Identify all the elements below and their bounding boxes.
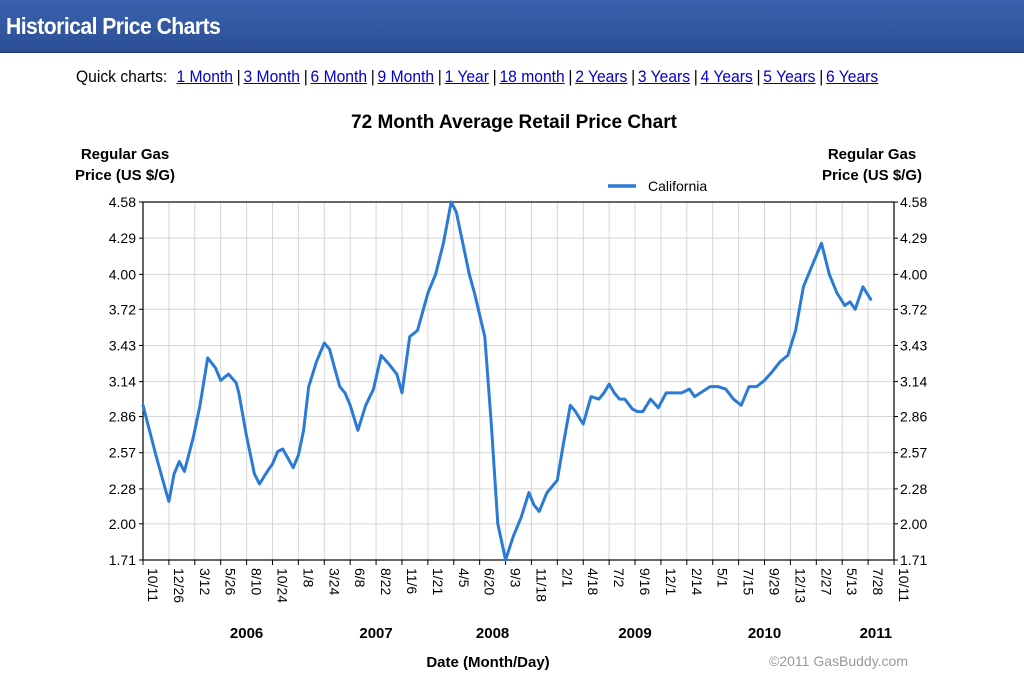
quick-charts-bar: Quick charts: 1 Month | 3 Month | 6 Month | 9 M… bbox=[76, 67, 878, 87]
y-tick-label-right: 3.72 bbox=[900, 301, 927, 317]
x-tick-label: 10/24 bbox=[274, 568, 290, 603]
x-tick-label: 1/8 bbox=[300, 568, 316, 588]
quick-link-1-year[interactable]: 1 Year bbox=[444, 67, 489, 86]
year-label: 2007 bbox=[359, 625, 392, 642]
y-tick-label-right: 3.14 bbox=[900, 374, 927, 390]
link-separator: | bbox=[236, 67, 241, 86]
y-tick-label-left: 4.00 bbox=[109, 266, 136, 282]
y-tick-label-left: 1.71 bbox=[109, 552, 136, 568]
quick-link-9-month[interactable]: 9 Month bbox=[377, 67, 435, 86]
y-tick-label-left: 2.00 bbox=[109, 516, 136, 532]
x-tick-label: 11/18 bbox=[533, 568, 549, 602]
year-label: 2009 bbox=[618, 625, 651, 642]
y-tick-label-right: 2.00 bbox=[900, 516, 927, 532]
x-tick-label: 6/8 bbox=[352, 568, 368, 588]
y-axis-title-left: Regular Gas bbox=[81, 146, 169, 163]
page-title: Historical Price Charts bbox=[6, 13, 221, 39]
quick-charts-label: Quick charts: bbox=[76, 67, 168, 86]
x-tick-label: 8/10 bbox=[249, 568, 265, 595]
y-axis-title-left: Price (US $/G) bbox=[75, 167, 175, 184]
quick-charts-links: 1 Month | 3 Month | 6 Month | 9 Month | 1 Year | 1… bbox=[176, 67, 878, 86]
x-tick-label: 2/14 bbox=[689, 568, 705, 595]
series-line-california bbox=[141, 200, 873, 562]
y-axis-title-right: Regular Gas bbox=[828, 146, 916, 163]
link-separator: | bbox=[568, 67, 573, 86]
link-separator: | bbox=[492, 67, 497, 86]
x-tick-label: 2/1 bbox=[559, 568, 575, 588]
quick-link-1-month[interactable]: 1 Month bbox=[176, 67, 233, 86]
x-tick-label: 3/12 bbox=[197, 568, 213, 595]
y-tick-label-left: 4.29 bbox=[109, 230, 136, 246]
x-tick-label: 9/16 bbox=[637, 568, 653, 595]
y-tick-label-left: 2.28 bbox=[109, 481, 136, 497]
y-axis-title-right: Price (US $/G) bbox=[822, 167, 922, 184]
x-tick-label: 9/3 bbox=[508, 568, 524, 588]
quick-link-3-years[interactable]: 3 Years bbox=[637, 67, 691, 86]
chart-title: 72 Month Average Retail Price Chart bbox=[351, 112, 678, 133]
page-header: Historical Price Charts bbox=[0, 0, 1024, 53]
y-tick-label-left: 3.72 bbox=[109, 301, 136, 317]
x-tick-label: 3/24 bbox=[326, 568, 342, 595]
x-tick-label: 5/26 bbox=[223, 568, 239, 595]
x-tick-label: 10/11 bbox=[896, 568, 912, 602]
quick-link-3-month[interactable]: 3 Month bbox=[243, 67, 301, 86]
link-separator: | bbox=[756, 67, 761, 86]
quick-link-6-years[interactable]: 6 Years bbox=[826, 67, 879, 86]
x-tick-label: 7/15 bbox=[741, 568, 757, 595]
x-tick-label: 7/28 bbox=[870, 568, 886, 595]
link-separator: | bbox=[693, 67, 698, 86]
quick-link-4-years[interactable]: 4 Years bbox=[700, 67, 753, 86]
x-tick-label: 1/21 bbox=[430, 568, 446, 595]
y-tick-label-right: 2.86 bbox=[900, 409, 927, 425]
x-tick-label: 10/11 bbox=[145, 568, 161, 602]
plot-frame bbox=[142, 201, 895, 561]
y-tick-label-right: 2.57 bbox=[900, 445, 927, 461]
x-tick-label: 12/13 bbox=[792, 568, 808, 603]
link-separator: | bbox=[370, 67, 375, 86]
x-tick-label: 11/6 bbox=[404, 568, 420, 594]
chart-credit: ©2011 GasBuddy.com bbox=[769, 653, 908, 669]
y-tick-label-right: 4.29 bbox=[900, 230, 927, 246]
y-tick-label-right: 4.00 bbox=[900, 266, 927, 282]
link-separator: | bbox=[303, 67, 308, 86]
year-label: 2011 bbox=[860, 625, 893, 642]
y-tick-label-right: 1.71 bbox=[900, 552, 927, 568]
y-tick-label-left: 2.57 bbox=[109, 445, 136, 461]
link-separator: | bbox=[437, 67, 442, 86]
x-tick-label: 4/5 bbox=[456, 568, 472, 588]
quick-link-2-years[interactable]: 2 Years bbox=[575, 67, 628, 86]
x-tick-label: 5/13 bbox=[844, 568, 860, 595]
x-tick-label: 4/18 bbox=[585, 568, 601, 595]
year-label: 2010 bbox=[748, 625, 781, 642]
y-tick-label-right: 3.43 bbox=[900, 337, 927, 353]
x-tick-label: 6/20 bbox=[482, 568, 498, 595]
x-tick-label: 8/22 bbox=[378, 568, 394, 595]
quick-link-5-years[interactable]: 5 Years bbox=[763, 67, 816, 86]
year-label: 2006 bbox=[230, 625, 263, 642]
year-label: 2008 bbox=[476, 625, 509, 642]
x-tick-label: 7/2 bbox=[611, 568, 627, 588]
y-tick-label-right: 4.58 bbox=[900, 194, 927, 210]
y-tick-label-left: 4.58 bbox=[109, 194, 136, 210]
quick-link-18-month[interactable]: 18 month bbox=[499, 67, 565, 86]
x-tick-label: 2/27 bbox=[818, 568, 834, 595]
x-tick-label: 12/26 bbox=[171, 568, 187, 603]
x-axis-title: Date (Month/Day) bbox=[426, 654, 549, 671]
x-tick-label: 5/1 bbox=[715, 568, 731, 588]
x-tick-label: 9/29 bbox=[767, 568, 783, 595]
y-tick-label-left: 3.43 bbox=[109, 337, 136, 353]
x-tick-label: 12/1 bbox=[663, 568, 679, 595]
y-tick-label-left: 3.14 bbox=[109, 374, 136, 390]
y-tick-label-left: 2.86 bbox=[109, 409, 136, 425]
link-separator: | bbox=[631, 67, 636, 86]
legend-label-california: California bbox=[648, 178, 707, 194]
quick-link-6-month[interactable]: 6 Month bbox=[310, 67, 368, 86]
link-separator: | bbox=[819, 67, 824, 86]
y-tick-label-right: 2.28 bbox=[900, 481, 927, 497]
